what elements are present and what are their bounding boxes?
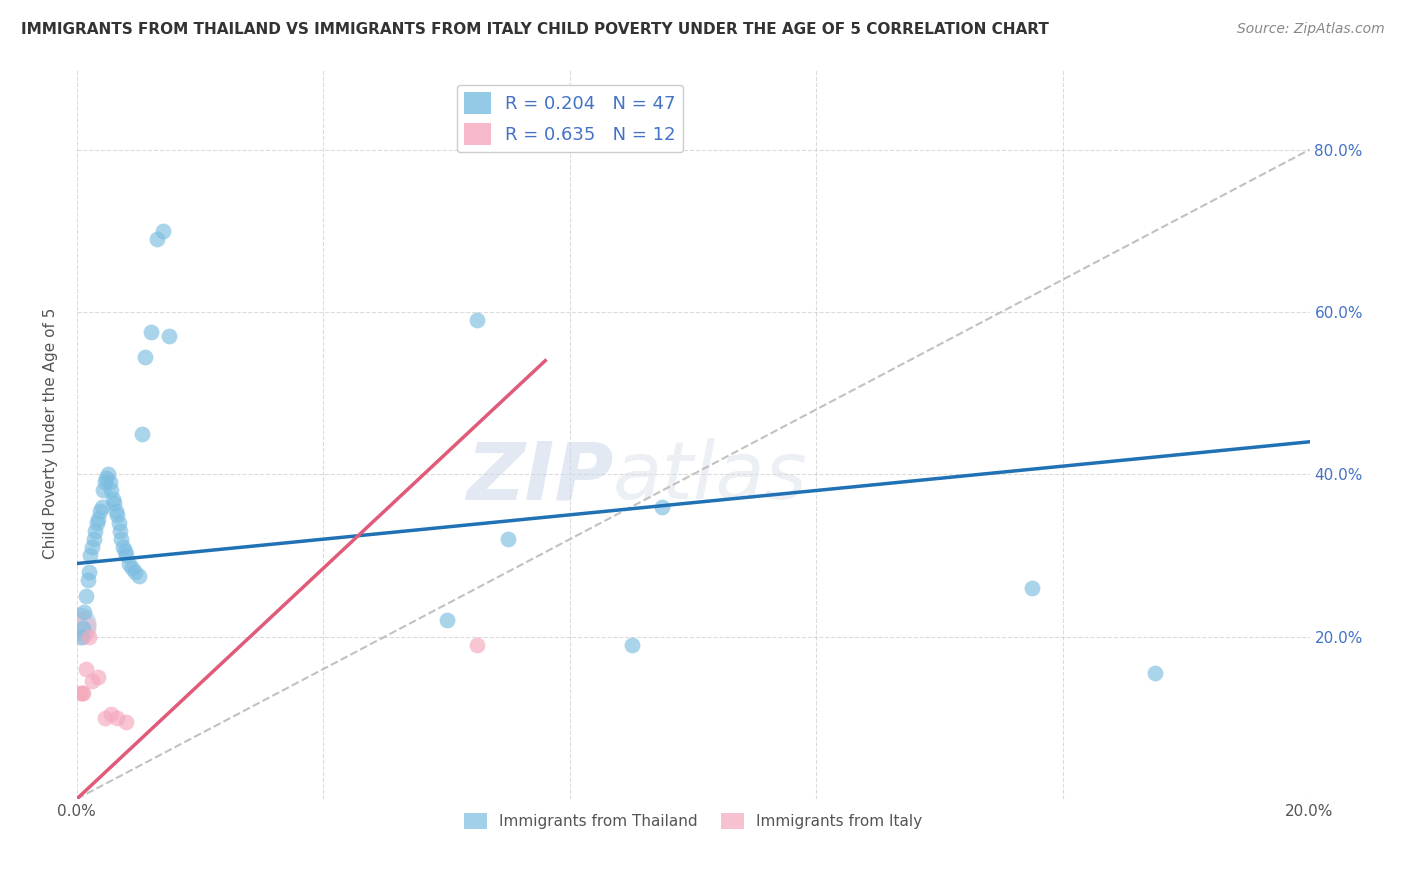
Point <box>112 541 135 555</box>
Point <box>139 325 162 339</box>
Point <box>97 467 120 482</box>
Point <box>86 516 108 530</box>
Point <box>105 711 128 725</box>
Point <box>103 496 125 510</box>
Point <box>77 565 100 579</box>
Point <box>75 662 97 676</box>
Point <box>77 630 100 644</box>
Text: Source: ZipAtlas.com: Source: ZipAtlas.com <box>1237 22 1385 37</box>
Point <box>121 560 143 574</box>
Point <box>75 589 97 603</box>
Point <box>101 491 124 506</box>
Legend: Immigrants from Thailand, Immigrants from Italy: Immigrants from Thailand, Immigrants fro… <box>458 806 928 835</box>
Point <box>79 549 101 563</box>
Text: ZIP: ZIP <box>465 439 613 516</box>
Point <box>84 524 107 538</box>
Point <box>87 670 110 684</box>
Y-axis label: Child Poverty Under the Age of 5: Child Poverty Under the Age of 5 <box>44 308 58 559</box>
Point <box>107 516 129 530</box>
Point <box>87 512 110 526</box>
Point <box>70 630 93 644</box>
Point <box>1144 666 1167 681</box>
Point <box>82 674 104 689</box>
Point <box>115 714 138 729</box>
Point <box>67 617 90 632</box>
Point <box>134 350 156 364</box>
Point <box>96 471 118 485</box>
Point <box>93 475 115 490</box>
Point <box>67 622 90 636</box>
Point <box>124 565 146 579</box>
Point <box>83 532 105 546</box>
Point <box>100 483 122 498</box>
Point <box>104 504 127 518</box>
Point <box>105 508 128 522</box>
Point <box>72 622 94 636</box>
Point <box>100 706 122 721</box>
Point <box>467 638 489 652</box>
Point <box>620 638 643 652</box>
Text: IMMIGRANTS FROM THAILAND VS IMMIGRANTS FROM ITALY CHILD POVERTY UNDER THE AGE OF: IMMIGRANTS FROM THAILAND VS IMMIGRANTS F… <box>21 22 1049 37</box>
Point <box>467 313 489 327</box>
Point <box>114 544 136 558</box>
Point <box>108 524 131 538</box>
Point <box>70 686 93 700</box>
Point <box>436 613 458 627</box>
Point <box>91 483 114 498</box>
Point <box>152 224 174 238</box>
Point <box>82 541 104 555</box>
Point <box>157 329 180 343</box>
Point <box>89 504 111 518</box>
Point <box>498 532 520 546</box>
Point <box>131 426 153 441</box>
Point <box>98 475 121 490</box>
Point <box>128 568 150 582</box>
Point <box>110 532 132 546</box>
Point <box>651 500 673 514</box>
Point <box>69 686 91 700</box>
Point <box>115 549 138 563</box>
Point <box>77 573 100 587</box>
Point <box>72 686 94 700</box>
Point <box>1021 581 1043 595</box>
Point <box>146 232 169 246</box>
Point <box>73 605 96 619</box>
Text: atlas: atlas <box>613 439 808 516</box>
Point <box>90 500 112 514</box>
Point <box>93 711 115 725</box>
Point <box>118 557 141 571</box>
